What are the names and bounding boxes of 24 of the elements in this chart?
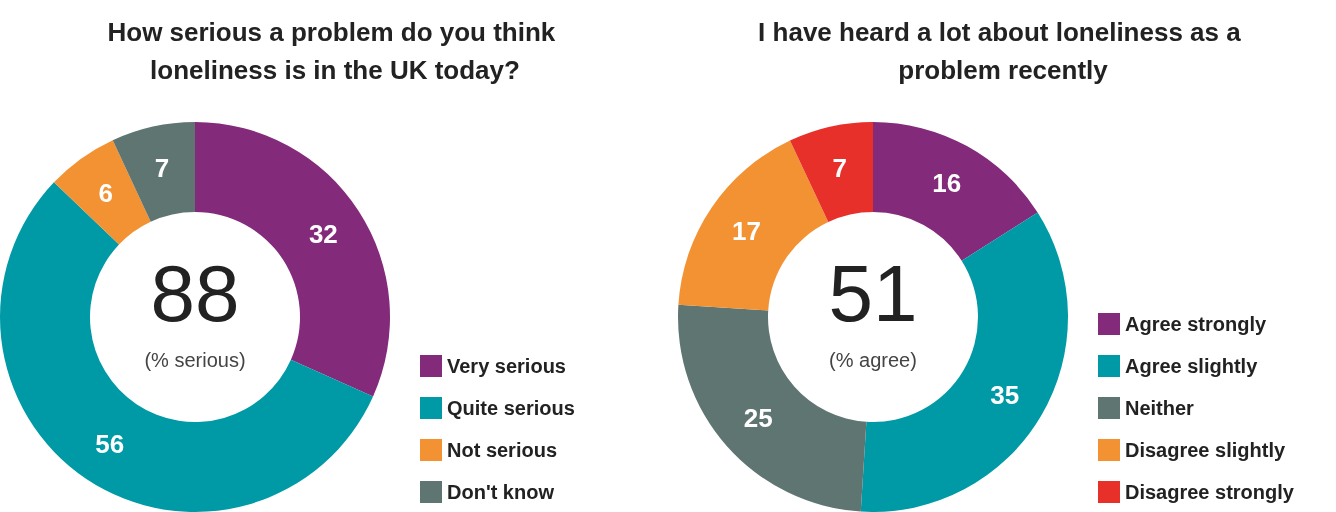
text: 51	[828, 248, 918, 338]
legend-label: Agree strongly	[1125, 313, 1268, 335]
data-label: 16	[932, 167, 962, 198]
legend-label: Disagree slightly	[1125, 439, 1286, 461]
legend-label: Don't know	[447, 481, 555, 503]
data-label: 6	[98, 177, 114, 208]
data-label: 56	[95, 429, 125, 460]
legend-label: Neither	[1125, 397, 1195, 419]
legend-label: Disagree strongly	[1125, 481, 1295, 503]
data-label: 35	[990, 379, 1020, 410]
data-label: 17	[732, 216, 761, 246]
chart-title: How serious a problem do you think loneliness is in the UK today?	[107, 17, 563, 85]
text: (% agree)	[829, 349, 917, 371]
legend-label: Quite serious	[447, 397, 575, 419]
data-label: 32	[308, 218, 338, 249]
data-label: 25	[743, 403, 773, 434]
legend-label: Not serious	[447, 439, 558, 461]
text: 88	[150, 248, 240, 338]
chart-title: I have heard a lot about loneliness as a problem recently	[758, 17, 1248, 85]
legend-label: Agree slightly	[1125, 355, 1259, 377]
text: (% serious)	[144, 349, 246, 371]
legend-label: Very serious	[447, 355, 566, 377]
data-label: 7	[832, 152, 847, 183]
data-label: 7	[154, 152, 170, 183]
